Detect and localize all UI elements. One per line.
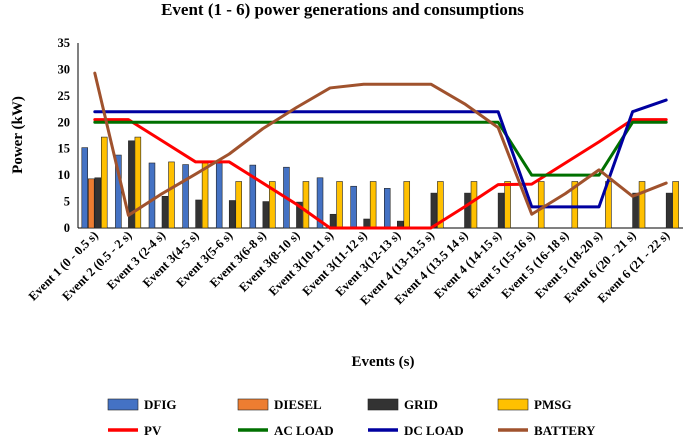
legend-label-diesel: DIESEL	[274, 397, 322, 412]
bar-pmsg	[134, 136, 142, 229]
bar-pmsg	[504, 181, 511, 229]
bar-pmsg	[235, 181, 242, 229]
legend-label-ac-load: AC LOAD	[274, 423, 334, 438]
legend-label-battery: BATTERY	[534, 423, 596, 438]
bar-pmsg	[269, 181, 276, 229]
legend: DFIG DIESEL GRID PMSG PV AC LOAD DC LOAD BATTER…	[107, 397, 596, 438]
bar-pmsg	[571, 181, 579, 229]
y-tick-label: 5	[64, 195, 70, 209]
bar-dfig	[182, 164, 189, 229]
bar-pmsg	[403, 181, 411, 229]
bar-grid	[632, 192, 639, 229]
legend-swatch-grid	[367, 398, 399, 411]
bar-grid	[430, 192, 438, 229]
bar-grid	[296, 201, 303, 229]
y-tick-label: 0	[64, 221, 70, 235]
bar-dfig	[350, 185, 357, 229]
line-battery	[93, 71, 668, 217]
bar-pmsg	[101, 136, 108, 229]
bar-pmsg	[336, 181, 343, 229]
legend-label-grid: GRID	[404, 397, 438, 412]
y-tick-label: 30	[58, 62, 71, 76]
y-tick-label: 35	[58, 36, 71, 50]
bar-pmsg	[437, 181, 444, 229]
y-tick-label: 15	[58, 142, 71, 156]
bar-grid	[329, 213, 337, 229]
bar-grid	[128, 140, 135, 229]
bar-pmsg	[638, 181, 646, 229]
bar-dfig	[148, 162, 156, 229]
x-axis-title: Events (s)	[352, 354, 415, 370]
bar-dfig	[81, 147, 89, 229]
bar-pmsg	[672, 181, 679, 229]
bar-grid	[665, 192, 673, 229]
legend-label-pv: PV	[144, 423, 162, 438]
bar-pmsg	[201, 162, 209, 229]
chart-title: Event (1 - 6) power generations and cons…	[161, 0, 524, 19]
y-tick-label: 25	[58, 89, 71, 103]
bar-dfig	[215, 162, 223, 229]
bar-pmsg	[302, 181, 310, 229]
bar-pmsg	[537, 181, 545, 229]
y-axis-title: Power (kW)	[10, 96, 26, 174]
legend-swatch-pmsg	[497, 398, 529, 411]
line-ac-load	[93, 120, 668, 177]
legend-swatch-dfig	[107, 398, 139, 411]
bar-grid	[262, 201, 270, 229]
legend-label-dfig: DFIG	[144, 397, 177, 412]
bar-pmsg	[369, 181, 377, 229]
bar-pmsg	[470, 181, 478, 229]
bar-grid	[161, 195, 169, 229]
y-tick-label: 10	[58, 168, 71, 182]
bar-dfig	[384, 188, 391, 229]
legend-swatch-diesel	[237, 398, 269, 411]
bar-grid	[464, 192, 471, 229]
line-pv	[93, 118, 668, 230]
y-tick-label: 20	[58, 115, 71, 129]
bar-grid	[228, 200, 236, 229]
legend-label-dc-load: DC LOAD	[404, 423, 464, 438]
bar-grid	[497, 192, 505, 229]
legend-label-pmsg: PMSG	[534, 397, 572, 412]
bar-dfig	[249, 164, 257, 229]
bar-grid	[94, 177, 102, 229]
bar-dfig	[316, 177, 324, 229]
bar-diesel	[88, 178, 95, 229]
line-dc-load	[93, 98, 668, 209]
bar-grid	[195, 199, 202, 229]
bar-pmsg	[168, 161, 175, 229]
